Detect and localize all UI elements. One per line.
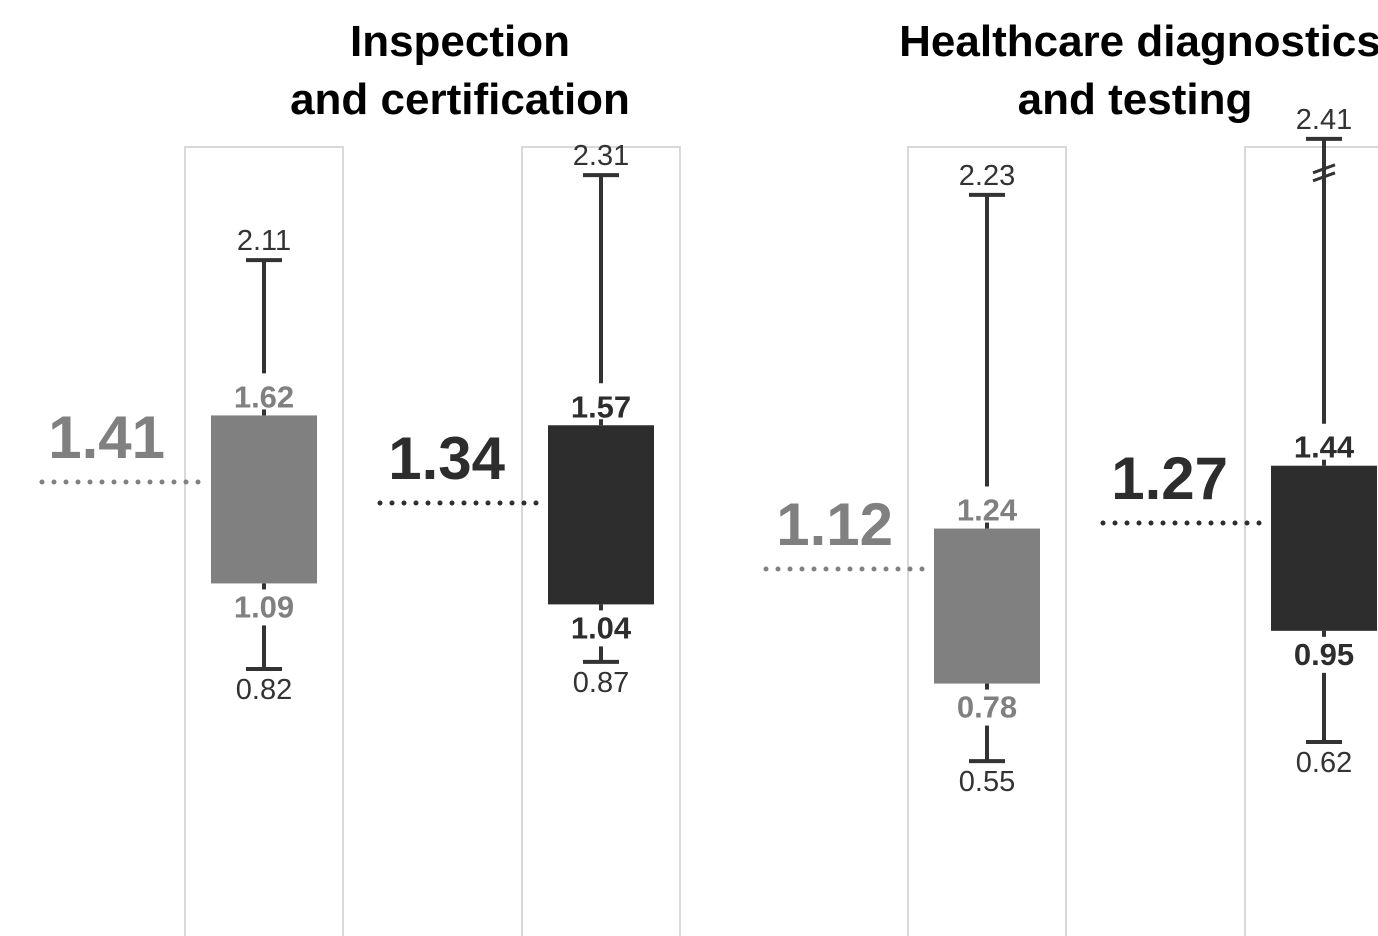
max-label-g1-b0: 2.23 xyxy=(959,160,1015,192)
q1-label-g0-b1: 1.04 xyxy=(571,610,632,645)
group-title-healthcare-line1: Healthcare diagnostics xyxy=(899,17,1378,66)
panel-frame-g0-b0 xyxy=(184,146,344,936)
min-label-g0-b1: 0.87 xyxy=(573,667,629,699)
max-label-g1-b1: 2.41 xyxy=(1296,104,1352,136)
min-label-g1-b0: 0.55 xyxy=(959,766,1015,798)
median-label-g0-b0: 1.41 xyxy=(48,404,165,471)
group-title-inspection-line2: and certification xyxy=(290,75,630,124)
iqr-box-g1-b1 xyxy=(1271,465,1377,631)
group-title-inspection-line1: Inspection xyxy=(350,17,570,66)
q1-label-g0-b0: 1.09 xyxy=(234,589,294,624)
q3-label-g1-b1: 1.44 xyxy=(1294,430,1355,465)
iqr-box-g0-b0 xyxy=(211,415,317,584)
q1-label-g1-b1: 0.95 xyxy=(1294,637,1354,672)
max-label-g0-b0: 2.11 xyxy=(237,225,291,257)
iqr-box-g1-b0 xyxy=(934,528,1040,684)
panel-frame-g0-b1 xyxy=(521,146,681,936)
q3-label-g1-b0: 1.24 xyxy=(957,493,1018,528)
median-label-g1-b1: 1.27 xyxy=(1111,445,1228,512)
panel-frame-g1-b0 xyxy=(907,146,1067,936)
min-label-g0-b0: 0.82 xyxy=(236,674,292,706)
axis-break-mark-a-g1-b1 xyxy=(1312,163,1336,175)
median-label-g0-b1: 1.34 xyxy=(388,425,505,492)
box-series: 2.11 1.62 1.09 0.82 1.41 2.31 1.57 1.04 0.87 1.34… xyxy=(39,104,1378,936)
min-label-g1-b1: 0.62 xyxy=(1296,747,1352,779)
q3-label-g0-b1: 1.57 xyxy=(571,389,631,424)
axis-break-mark-b-g1-b1 xyxy=(1312,171,1336,183)
group-title-healthcare-line2: and testing xyxy=(1018,75,1253,124)
max-label-g0-b1: 2.31 xyxy=(573,140,629,172)
q1-label-g1-b0: 0.78 xyxy=(957,690,1017,725)
q3-label-g0-b0: 1.62 xyxy=(234,379,294,414)
iqr-box-g0-b1 xyxy=(548,425,654,605)
median-label-g1-b0: 1.12 xyxy=(776,491,893,558)
